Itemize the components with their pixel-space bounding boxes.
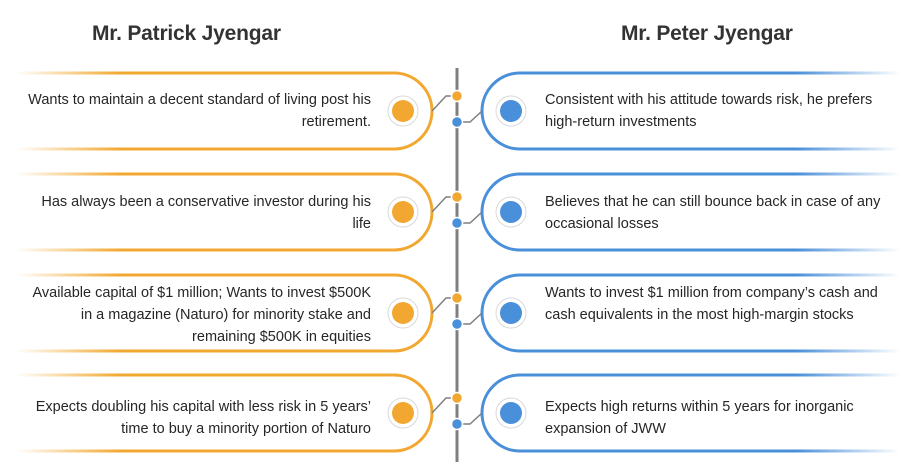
- left-text-4: Expects doubling his capital with less r…: [35, 399, 371, 437]
- left-text-2: Has always been a conservative investor …: [41, 194, 371, 232]
- left-marker-dot-1: [392, 100, 414, 122]
- spine-dot-orange-2: [450, 190, 464, 204]
- spine-dot-orange-3: [450, 291, 464, 305]
- right-marker-dot-3: [500, 302, 522, 324]
- left-text-3: Available capital of $1 million; Wants t…: [32, 285, 371, 345]
- right-marker-dot-4: [500, 402, 522, 424]
- right-text-1: Consistent with his attitude towards ris…: [545, 92, 873, 130]
- spine-dot-blue-3: [450, 317, 464, 331]
- left-marker-dot-4: [392, 402, 414, 424]
- left-person-heading: Mr. Patrick Jyengar: [92, 22, 281, 45]
- spine-dot-orange-1: [450, 89, 464, 103]
- spine-dot-blue-1: [450, 115, 464, 129]
- left-marker-dot-3: [392, 302, 414, 324]
- left-marker-dot-2: [392, 201, 414, 223]
- right-text-3: Wants to invest $1 million from company’…: [545, 285, 878, 323]
- right-text-4: Expects high returns within 5 years for …: [545, 399, 854, 437]
- spine-dot-blue-2: [450, 216, 464, 230]
- spine-dot-blue-4: [450, 417, 464, 431]
- right-person-heading: Mr. Peter Jyengar: [621, 22, 793, 45]
- right-marker-dot-2: [500, 201, 522, 223]
- right-text-2: Believes that he can still bounce back i…: [545, 194, 881, 232]
- left-text-1: Wants to maintain a decent standard of l…: [28, 92, 371, 130]
- spine-dot-orange-4: [450, 391, 464, 405]
- right-marker-dot-1: [500, 100, 522, 122]
